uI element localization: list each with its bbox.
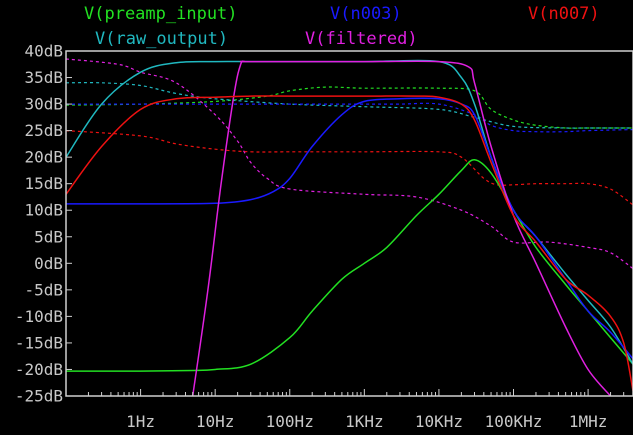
x-tick-label: 10KHz [415,412,463,431]
y-tick-label: 15dB [24,174,63,193]
plot-frame [65,50,633,397]
y-tick-label: 5dB [34,227,63,246]
x-tick-label: 1KHz [345,412,384,431]
y-tick-label: -25dB [15,387,63,406]
legend-raw-output[interactable]: V(raw_output) [95,29,229,49]
y-tick-label: -5dB [24,280,63,299]
series-line-phase-2 [66,82,633,129]
y-tick-label: -10dB [15,307,63,326]
y-tick-label: 0dB [34,254,63,273]
series-line-phase-3 [66,102,633,133]
legend-n003[interactable]: V(n003) [330,4,402,24]
series-line-v-n003- [66,97,633,360]
legend-filtered[interactable]: V(filtered) [305,29,418,49]
series-line-v-filtered- [191,60,612,396]
y-tick-label: 40dB [24,42,63,61]
series-layer [66,58,633,396]
x-axis: 1Hz 10Hz 100Hz 1KHz 10KHz 100KHz 1MHz [65,389,633,431]
y-tick-label: 10dB [24,201,63,220]
y-tick-label: -15dB [15,333,63,352]
series-line-phase-5 [66,130,633,206]
y-tick-label: -20dB [15,360,63,379]
y-tick-label: 25dB [24,121,63,140]
series-line-phase-4 [66,58,633,270]
x-tick-label: 1Hz [126,412,155,431]
legend-preamp-input[interactable]: V(preamp_input) [84,4,238,24]
series-line-v-n007- [66,95,633,391]
y-tick-label: 20dB [24,148,63,167]
y-tick-label: 35dB [24,68,63,87]
x-tick-label: 1MHz [569,412,608,431]
x-tick-label: 10Hz [196,412,235,431]
x-tick-label: 100Hz [266,412,314,431]
series-line-v-raw-output- [66,59,633,365]
x-tick-label: 100KHz [485,412,543,431]
y-tick-label: 30dB [24,95,63,114]
series-line-v-preamp-input- [66,159,633,372]
y-axis: 40dB 35dB 30dB 25dB 20dB 15dB 10dB 5dB 0dB -5dB -1… [15,42,72,406]
legend-n007[interactable]: V(n007) [528,4,600,24]
